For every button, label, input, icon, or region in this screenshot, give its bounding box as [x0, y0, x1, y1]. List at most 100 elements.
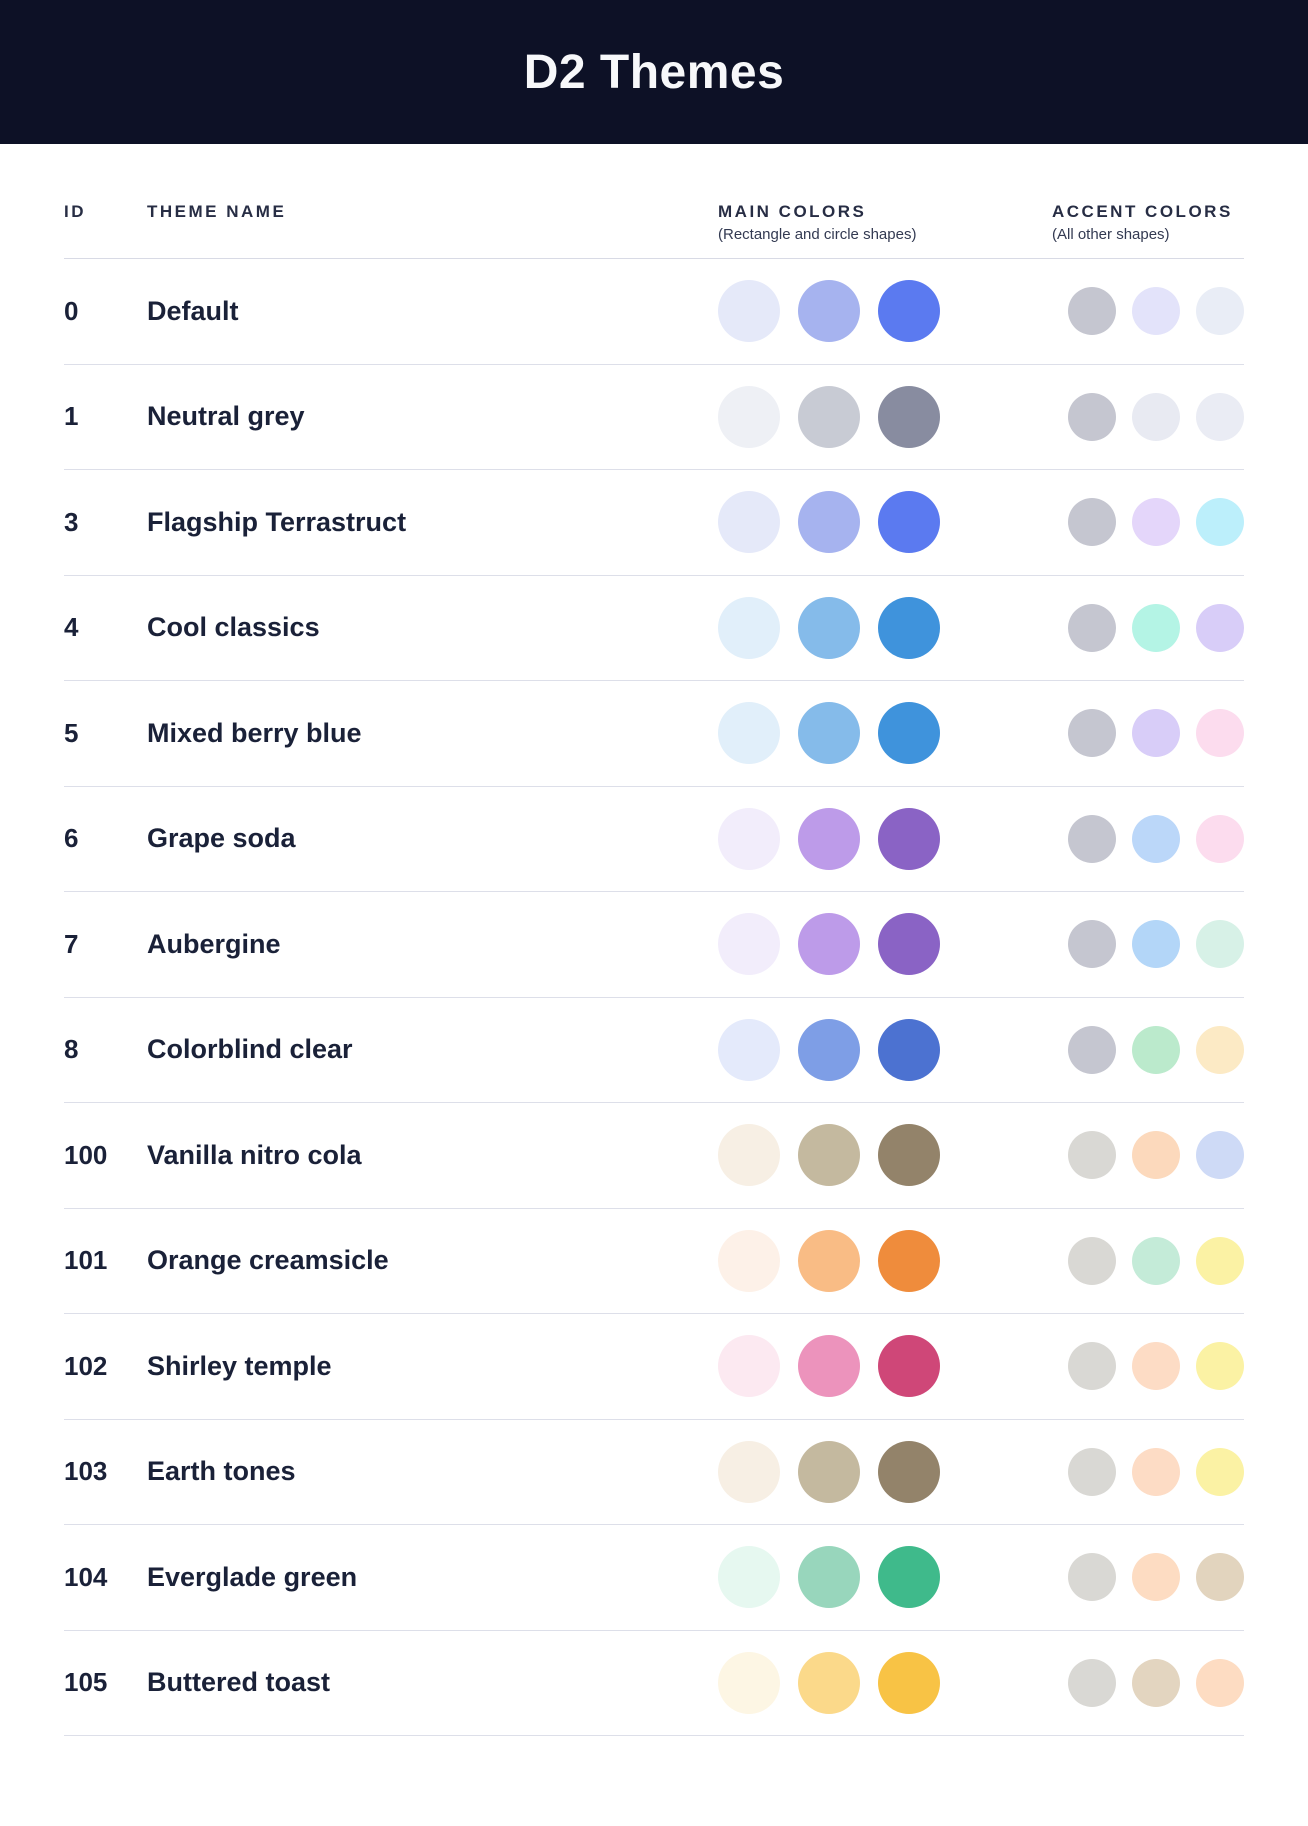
accent-color-swatch [1132, 498, 1180, 547]
theme-row-5: 5 Mixed berry blue [64, 681, 1244, 787]
main-color-swatch [798, 280, 860, 343]
main-color-swatch [798, 1018, 860, 1081]
accent-color-swatch [1068, 709, 1116, 758]
accent-color-swatch [1196, 1658, 1244, 1707]
accent-color-swatch [1068, 920, 1116, 969]
accent-color-swatches [1052, 1131, 1244, 1180]
main-color-swatch [798, 1229, 860, 1292]
theme-row-0: 0 Default [64, 259, 1244, 365]
main-color-swatches [718, 913, 942, 976]
theme-id: 0 [64, 295, 79, 326]
accent-color-swatch [1068, 603, 1116, 652]
theme-row-6: 6 Grape soda [64, 787, 1244, 892]
accent-color-swatch [1132, 1131, 1180, 1180]
theme-row-103: 103 Earth tones [64, 1420, 1244, 1525]
accent-color-swatch [1132, 709, 1180, 758]
main-color-swatches [718, 807, 942, 870]
main-color-swatch [878, 280, 940, 343]
page-banner: D2 Themes [0, 0, 1308, 144]
accent-color-swatches [1052, 1342, 1244, 1391]
accent-color-swatches [1052, 603, 1244, 652]
accent-color-swatch [1196, 1131, 1244, 1180]
theme-name: Orange creamsicle [147, 1245, 389, 1276]
accent-color-swatch [1068, 1025, 1116, 1074]
accent-color-swatch [1068, 498, 1116, 547]
accent-color-swatch [1196, 709, 1244, 758]
theme-name: Default [147, 295, 239, 326]
main-color-swatch [878, 1440, 940, 1503]
accent-color-swatch [1132, 1553, 1180, 1602]
main-color-swatch [798, 596, 860, 659]
theme-row-100: 100 Vanilla nitro cola [64, 1103, 1244, 1209]
main-color-swatch [798, 1546, 860, 1609]
accent-color-swatch [1132, 1447, 1180, 1496]
main-color-swatches [718, 385, 942, 448]
main-color-swatch [718, 385, 780, 448]
accent-color-swatch [1196, 498, 1244, 547]
main-color-swatch [718, 1546, 780, 1609]
page-title: D2 Themes [523, 45, 785, 99]
id-column-label: ID [64, 202, 86, 221]
theme-id: 102 [64, 1350, 108, 1381]
main-color-swatch [798, 807, 860, 870]
main-colors-column-label: MAIN COLORS [718, 202, 867, 221]
accent-color-swatch [1068, 1553, 1116, 1602]
theme-name-column-subtitle [147, 226, 718, 244]
theme-name: Colorblind clear [147, 1034, 353, 1065]
accent-color-swatch [1068, 1131, 1116, 1180]
accent-color-swatches [1052, 1236, 1244, 1285]
theme-name: Neutral grey [147, 401, 305, 432]
theme-name: Cool classics [147, 612, 320, 643]
theme-id: 3 [64, 506, 79, 537]
accent-colors-column-subtitle: (All other shapes) [1052, 226, 1170, 243]
main-color-swatch [718, 807, 780, 870]
accent-colors-column-label: ACCENT COLORS [1052, 202, 1233, 221]
main-color-swatch [878, 1018, 940, 1081]
theme-id: 7 [64, 928, 79, 959]
accent-color-swatch [1132, 1025, 1180, 1074]
main-color-swatches [718, 280, 942, 343]
accent-color-swatches [1052, 287, 1244, 336]
main-color-swatch [718, 280, 780, 343]
theme-name: Flagship Terrastruct [147, 506, 407, 537]
main-color-swatch [718, 491, 780, 554]
accent-color-swatch [1196, 1236, 1244, 1285]
themes-table-body: 0 Default 1 Neutral grey 3 Flagship Terrastru… [0, 259, 1308, 1736]
main-color-swatch [718, 1018, 780, 1081]
accent-color-swatch [1068, 287, 1116, 336]
main-color-swatch [878, 807, 940, 870]
main-color-swatch [878, 702, 940, 765]
accent-color-swatch [1196, 1553, 1244, 1602]
accent-color-swatches [1052, 498, 1244, 547]
theme-id: 5 [64, 717, 79, 748]
main-color-swatch [878, 1651, 940, 1714]
main-color-swatch [718, 702, 780, 765]
theme-row-102: 102 Shirley temple [64, 1314, 1244, 1420]
accent-color-swatch [1196, 603, 1244, 652]
main-color-swatches [718, 1651, 942, 1714]
main-color-swatch [798, 702, 860, 765]
accent-color-swatch [1068, 1658, 1116, 1707]
theme-id: 6 [64, 823, 79, 854]
main-color-swatches [718, 596, 942, 659]
accent-color-swatch [1132, 920, 1180, 969]
main-color-swatch [718, 1335, 780, 1398]
accent-color-swatches [1052, 392, 1244, 441]
theme-id: 105 [64, 1667, 108, 1698]
accent-color-swatch [1196, 287, 1244, 336]
accent-color-swatch [1132, 1658, 1180, 1707]
theme-id: 104 [64, 1561, 108, 1592]
accent-color-swatch [1196, 1447, 1244, 1496]
theme-name: Earth tones [147, 1456, 296, 1487]
main-color-swatches [718, 1018, 942, 1081]
column-header-theme-name: THEME NAME [147, 202, 718, 244]
theme-row-105: 105 Buttered toast [64, 1631, 1244, 1736]
main-color-swatch [878, 596, 940, 659]
main-color-swatch [878, 1229, 940, 1292]
accent-color-swatches [1052, 814, 1244, 863]
theme-name: Mixed berry blue [147, 717, 362, 748]
accent-color-swatches [1052, 920, 1244, 969]
main-color-swatches [718, 1124, 942, 1187]
main-color-swatch [798, 1440, 860, 1503]
main-color-swatches [718, 1440, 942, 1503]
